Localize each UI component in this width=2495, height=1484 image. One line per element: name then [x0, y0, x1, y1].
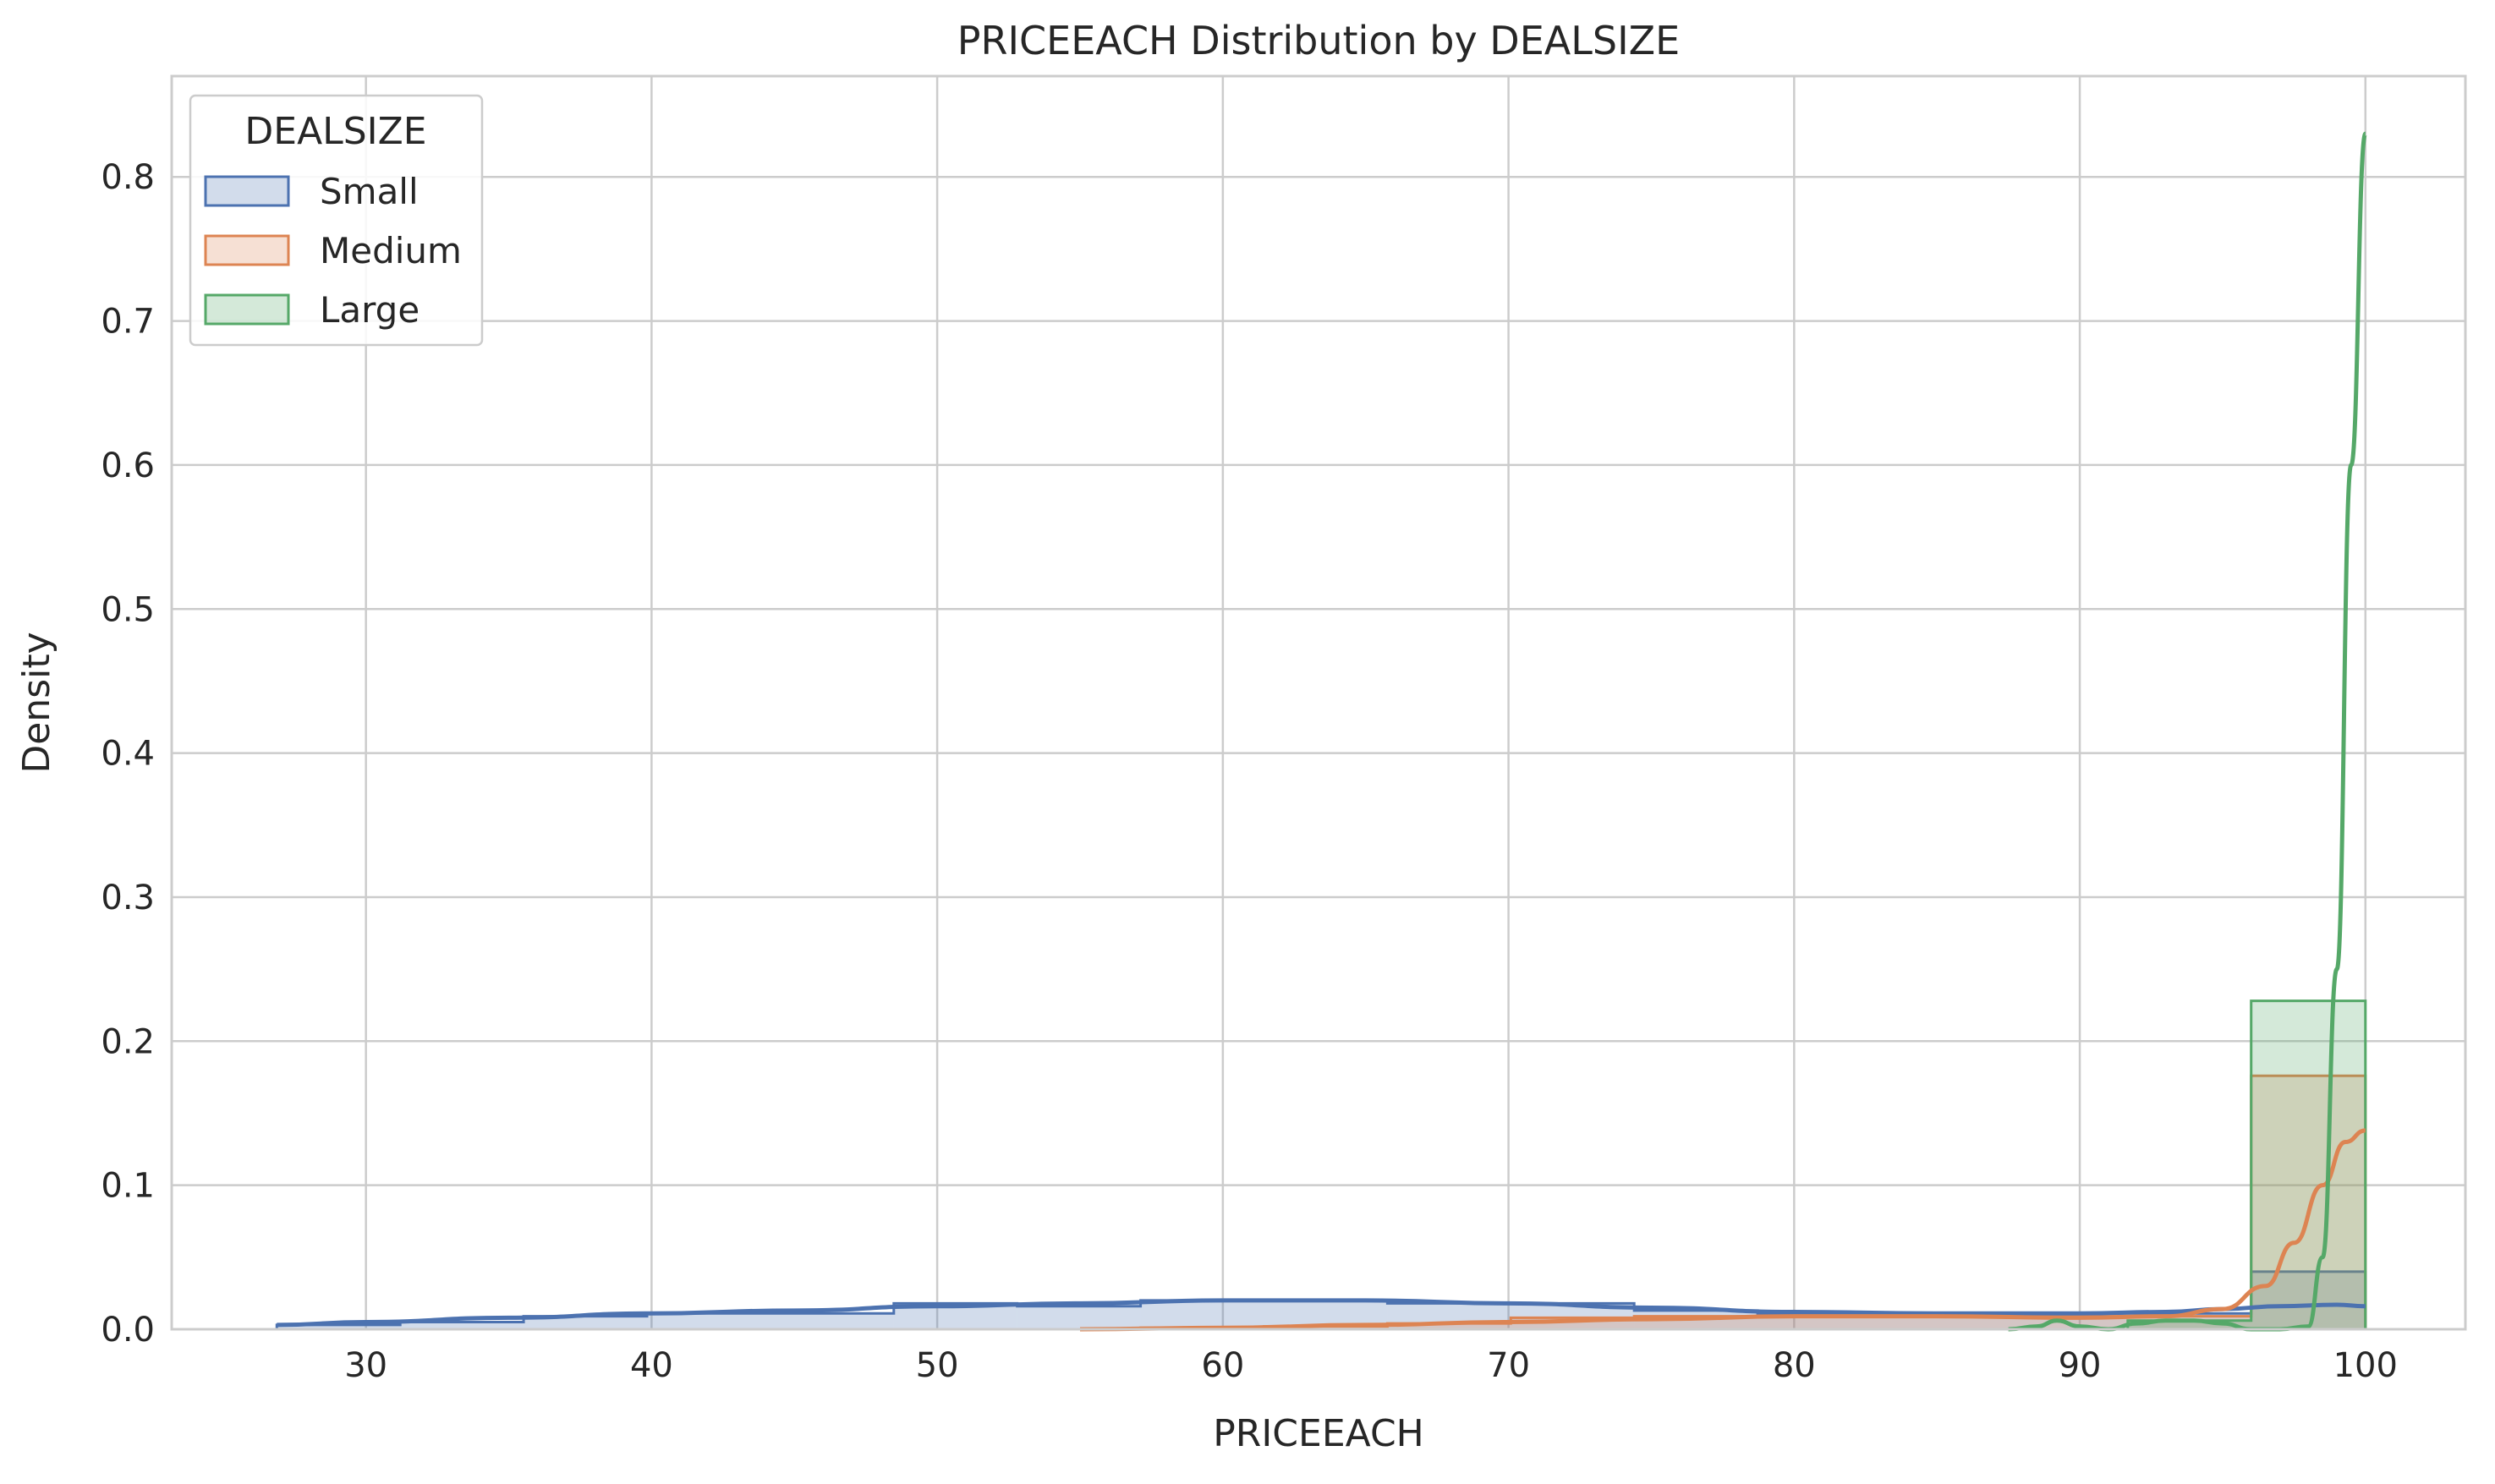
y-tick-label: 0.8: [101, 158, 155, 197]
x-tick-label: 40: [630, 1346, 673, 1385]
bar-medium-bin-8: [1264, 1326, 1388, 1329]
x-tick-label: 30: [344, 1346, 387, 1385]
y-tick-label: 0.4: [101, 735, 155, 774]
bar-large-bin-15: [2127, 1320, 2251, 1329]
x-tick-label: 100: [2333, 1346, 2398, 1385]
plot-frame: [170, 74, 2467, 1331]
kde-curve-small: [277, 1298, 2366, 1328]
bar-medium-bin-16: [2251, 1076, 2366, 1329]
bar-small-bin-1: [400, 1322, 524, 1329]
x-axis-title: PRICEEACH: [1213, 1412, 1424, 1455]
tick-labels: 30 40 50 60 70 80 90 100 0.0 0.1 0.2 0.3 0.4 0.5 0.6 0.…: [101, 158, 2398, 1385]
bar-small-bin-0: [277, 1324, 401, 1329]
legend-title: DEALSIZE: [244, 110, 426, 153]
y-tick-label: 0.5: [101, 590, 155, 629]
legend-swatch-large: [204, 293, 290, 326]
y-tick-label: 0.7: [101, 303, 155, 342]
bar-small-bin-7: [1140, 1300, 1264, 1329]
legend-frame: [189, 94, 484, 347]
bar-medium-bin-13: [1880, 1316, 2004, 1329]
y-tick-label: 0.3: [101, 879, 155, 917]
kde-curve-medium: [1079, 1128, 2366, 1332]
legend: DEALSIZE Small Medium Large: [189, 94, 484, 347]
y-tick-label: 0.2: [101, 1022, 155, 1061]
x-tick-label: 80: [1773, 1346, 1816, 1385]
bar-small-bin-4: [770, 1313, 894, 1329]
x-tick-label: 90: [2059, 1346, 2102, 1385]
y-axis-title: Density: [15, 632, 58, 773]
y-tick-label: 0.0: [101, 1311, 155, 1350]
legend-label-medium: Medium: [320, 230, 462, 271]
legend-label-small: Small: [320, 171, 419, 212]
y-tick-label: 0.1: [101, 1167, 155, 1206]
x-tick-label: 70: [1487, 1346, 1530, 1385]
x-tick-label: 50: [916, 1346, 959, 1385]
chart-title: PRICEEACH Distribution by DEALSIZE: [957, 18, 1680, 63]
x-tick-label: 60: [1201, 1346, 1244, 1385]
bar-medium-bin-9: [1387, 1323, 1511, 1329]
bar-medium-bin-12: [1757, 1316, 1881, 1329]
legend-label-large: Large: [320, 289, 419, 331]
legend-swatch-small: [204, 175, 290, 207]
legend-items: Small Medium Large: [204, 171, 462, 331]
legend-swatch-medium: [204, 234, 290, 266]
bar-small-bin-6: [1017, 1306, 1141, 1329]
y-tick-label: 0.6: [101, 446, 155, 485]
bar-large-bin-16: [2251, 1000, 2366, 1329]
bar-small-bin-3: [646, 1313, 770, 1329]
bar-small-bin-2: [524, 1316, 647, 1329]
